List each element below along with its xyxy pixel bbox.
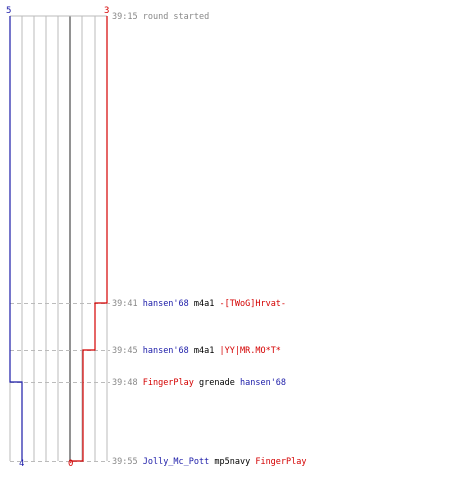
- grid-lines: [9, 15, 108, 461]
- event-time: 39:48: [112, 378, 138, 388]
- team-a-start-count: 5: [6, 6, 12, 16]
- event-time: 39:15: [112, 12, 138, 22]
- team-a-line: [9, 16, 23, 461]
- team-a-end-count: 4: [19, 459, 25, 469]
- event-time: 39:45: [112, 346, 138, 356]
- weapon-name: grenade: [199, 378, 235, 388]
- team-b-end-count: 0: [68, 459, 74, 469]
- weapon-name: mp5navy: [214, 457, 251, 467]
- victim-name: hansen'68: [239, 378, 287, 388]
- event-text: round started: [142, 12, 210, 22]
- victim-name: |YY|MR.MO*T*: [219, 346, 281, 356]
- killer-name: hansen'68: [142, 299, 189, 309]
- round-start-row: 39:15 round started: [112, 12, 209, 22]
- kill-event-row: 39:48 FingerPlay grenade hansen'68: [112, 378, 286, 388]
- kill-event-row: 39:45 hansen'68 m4a1 |YY|MR.MO*T*: [112, 346, 281, 356]
- event-time: 39:55: [112, 457, 138, 467]
- kill-event-row: 39:41 hansen'68 m4a1 -[TWoG]Hrvat-: [112, 299, 286, 309]
- weapon-name: m4a1: [193, 346, 215, 356]
- team-b-start-count: 3: [104, 6, 110, 16]
- killer-name: FingerPlay: [142, 378, 194, 388]
- kill-event-row: 39:55 Jolly_Mc_Pott mp5navy FingerPlay: [112, 457, 307, 467]
- weapon-name: m4a1: [193, 299, 215, 309]
- killer-name: Jolly_Mc_Pott: [142, 457, 210, 467]
- victim-name: -[TWoG]Hrvat-: [219, 299, 287, 309]
- team-b-line: [70, 16, 108, 462]
- killer-name: hansen'68: [142, 346, 189, 356]
- event-time: 39:41: [112, 299, 138, 309]
- victim-name: FingerPlay: [255, 457, 307, 467]
- event-guide-lines: [10, 303, 110, 462]
